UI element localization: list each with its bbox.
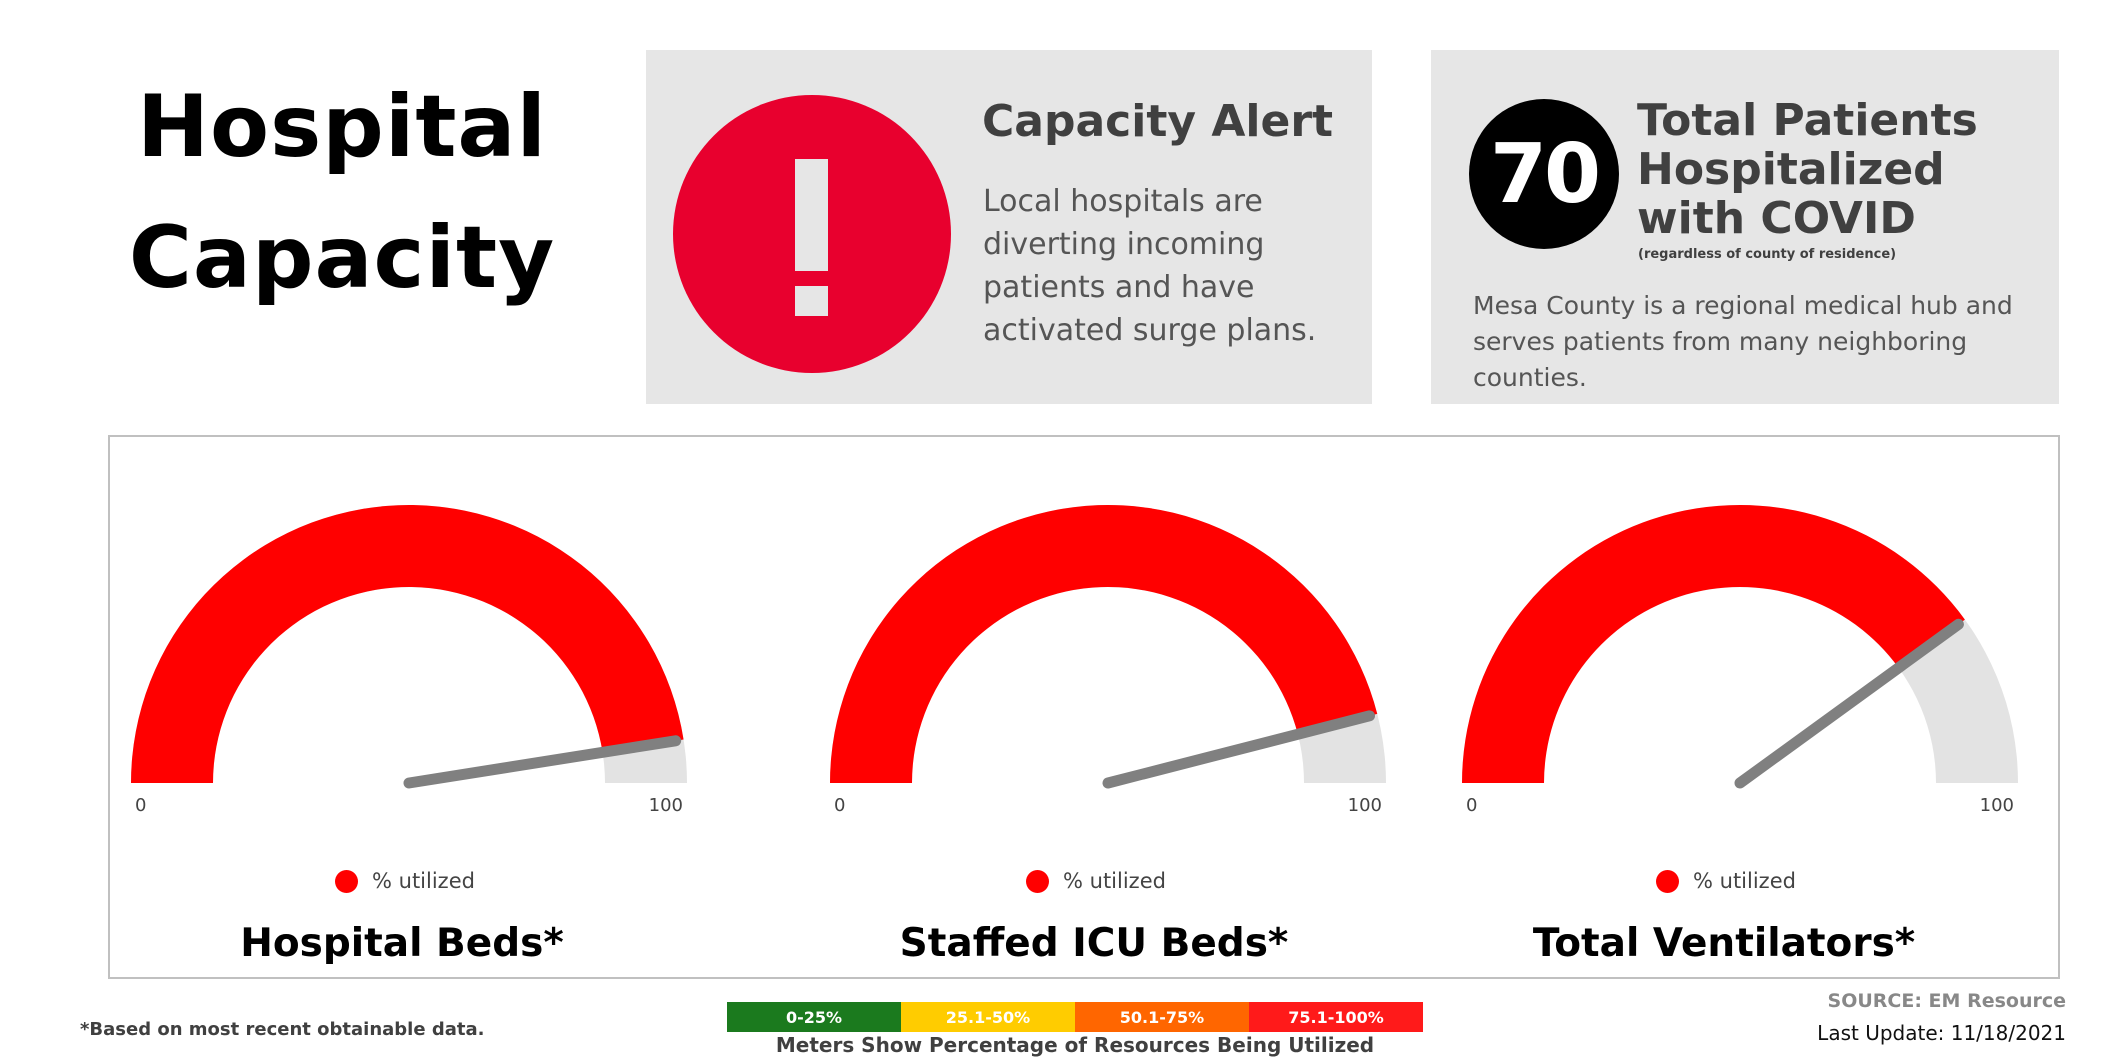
gauge-title-hospital-beds: Hospital Beds* [240, 921, 564, 966]
gauge-min-label: 0 [834, 795, 845, 816]
legend-dot [1026, 869, 1049, 893]
patients-title: Total Patients Hospitalized with COVID [1637, 95, 1978, 244]
color-scale-legend: 0-25% 25.1-50% 50.1-75% 75.1-100% [727, 1002, 1423, 1032]
legend-label: % utilized [372, 869, 475, 893]
source-label: SOURCE: EM Resource [1827, 990, 2066, 1012]
capacity-alert-card: Capacity Alert Local hospitals are diver… [646, 50, 1372, 404]
alert-title: Capacity Alert [982, 96, 1334, 147]
gauge-max-label: 100 [1980, 795, 2014, 816]
gauge-fill-hospital-beds [131, 505, 684, 783]
last-update: Last Update: 11/18/2021 [1817, 1021, 2066, 1045]
gauge-needle-hospital-beds [403, 735, 682, 789]
legend-hospital-beds: % utilized [335, 869, 475, 893]
legend-dot [1656, 869, 1679, 893]
gauge-fill-icu-beds [830, 505, 1378, 783]
gauge-fill-ventilators [1462, 504, 1965, 783]
scale-segment-4: 75.1-100% [1249, 1002, 1423, 1032]
patients-body: Mesa County is a regional medical hub an… [1473, 291, 2013, 392]
scale-segment-2: 25.1-50% [901, 1002, 1075, 1032]
scale-segment-3: 50.1-75% [1075, 1002, 1249, 1032]
legend-label: % utilized [1693, 869, 1796, 893]
page-title: Hospital Capacity [112, 62, 572, 324]
legend-ventilators: % utilized [1656, 869, 1796, 893]
patients-note: (regardless of county of residence) [1638, 247, 1897, 262]
gauges-panel: 0 100 0 100 0 100 % utilized % utilized % uti… [108, 435, 2060, 979]
gauge-needle-icu-beds [1102, 710, 1376, 789]
gauge-min-label: 0 [135, 795, 146, 816]
gauge-min-label: 0 [1466, 795, 1477, 816]
footnote: *Based on most recent obtainable data. [80, 1019, 485, 1040]
legend-label: % utilized [1063, 869, 1166, 893]
gauges-svg: 0 100 0 100 0 100 [131, 504, 2018, 816]
legend-icu-beds: % utilized [1026, 869, 1166, 893]
patient-count-badge: 70 [1469, 99, 1619, 249]
gauge-title-icu-beds: Staffed ICU Beds* [899, 921, 1289, 966]
gauge-title-ventilators: Total Ventilators* [1532, 921, 1916, 966]
page-title-line2: Capacity [128, 208, 556, 308]
scale-caption: Meters Show Percentage of Resources Bein… [775, 1033, 1375, 1057]
gauge-max-label: 100 [649, 795, 683, 816]
gauge-max-label: 100 [1348, 795, 1382, 816]
scale-segment-1: 0-25% [727, 1002, 901, 1032]
gauge-needle-ventilators [1734, 618, 1964, 789]
alert-body: Local hospitals are diverting incoming p… [983, 184, 1317, 348]
exclamation-icon [673, 95, 951, 373]
page-title-line1: Hospital [137, 77, 547, 177]
legend-dot [335, 869, 358, 893]
patients-card: 70 Total Patients Hospitalized with COVI… [1431, 50, 2059, 404]
